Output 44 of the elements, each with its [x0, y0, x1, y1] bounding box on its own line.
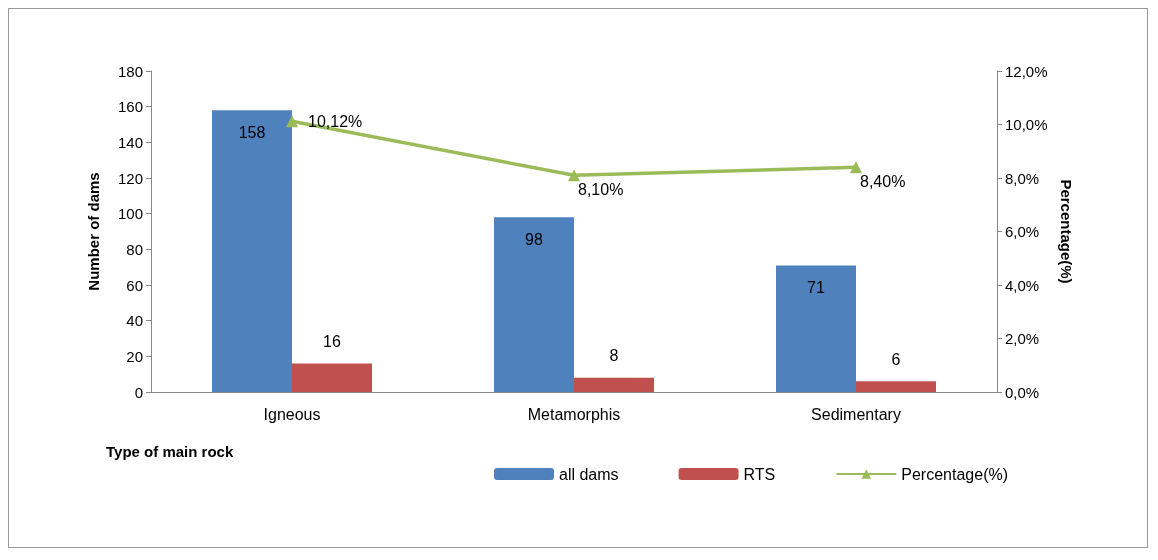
point — [850, 161, 862, 174]
y2-tick-label: 2,0% — [1005, 330, 1040, 347]
data-label: 98 — [525, 230, 543, 248]
legend-label: Percentage(%) — [901, 465, 1009, 483]
point — [286, 115, 298, 128]
y-tick-label: 80 — [126, 240, 143, 258]
data-label: 71 — [807, 278, 825, 296]
data-label: 16 — [323, 332, 341, 350]
y2-tick-label: 8,0% — [1005, 169, 1040, 187]
data-label: 158 — [238, 123, 266, 141]
x-axis-title: Type of main rock — [106, 443, 234, 460]
bar — [776, 265, 856, 392]
y-tick-label: 60 — [126, 276, 143, 294]
y-tick-label: 40 — [126, 312, 143, 330]
y-tick-label: 0 — [134, 383, 143, 401]
bar — [494, 217, 574, 392]
y2-tick-label: 4,0% — [1005, 276, 1040, 294]
bar — [292, 363, 372, 392]
y-tick-label: 20 — [126, 347, 143, 365]
bar — [574, 377, 654, 392]
legend-label: RTS — [743, 465, 776, 483]
x-tick-label: Igneous — [263, 405, 321, 423]
y2-tick-label: 10,0% — [1005, 116, 1048, 133]
y-tick-label: 120 — [117, 169, 143, 187]
x-tick-label: Sedimentary — [811, 405, 901, 423]
y-axis-title: Number of dams — [85, 172, 102, 291]
data-label: 8,40% — [860, 172, 906, 190]
y-tick-label: 180 — [117, 62, 143, 80]
y2-tick-label: 6,0% — [1005, 223, 1040, 240]
x-tick-label: Metamorphis — [527, 405, 621, 423]
y2-tick-label: 0,0% — [1005, 383, 1040, 401]
point — [568, 169, 580, 182]
data-label: 8 — [609, 347, 619, 365]
data-label: 6 — [891, 350, 901, 368]
bar — [212, 110, 292, 392]
y2-axis-title: Percentage(%) — [1058, 179, 1075, 284]
legend-label: all dams — [559, 465, 619, 483]
y-tick-label: 160 — [117, 98, 143, 116]
bar — [856, 381, 936, 392]
data-label: 8,10% — [578, 180, 624, 198]
y-tick-label: 100 — [117, 205, 143, 223]
data-label: 10,12% — [308, 112, 363, 130]
y-tick-label: 140 — [117, 133, 143, 151]
y2-tick-label: 12,0% — [1005, 62, 1048, 80]
